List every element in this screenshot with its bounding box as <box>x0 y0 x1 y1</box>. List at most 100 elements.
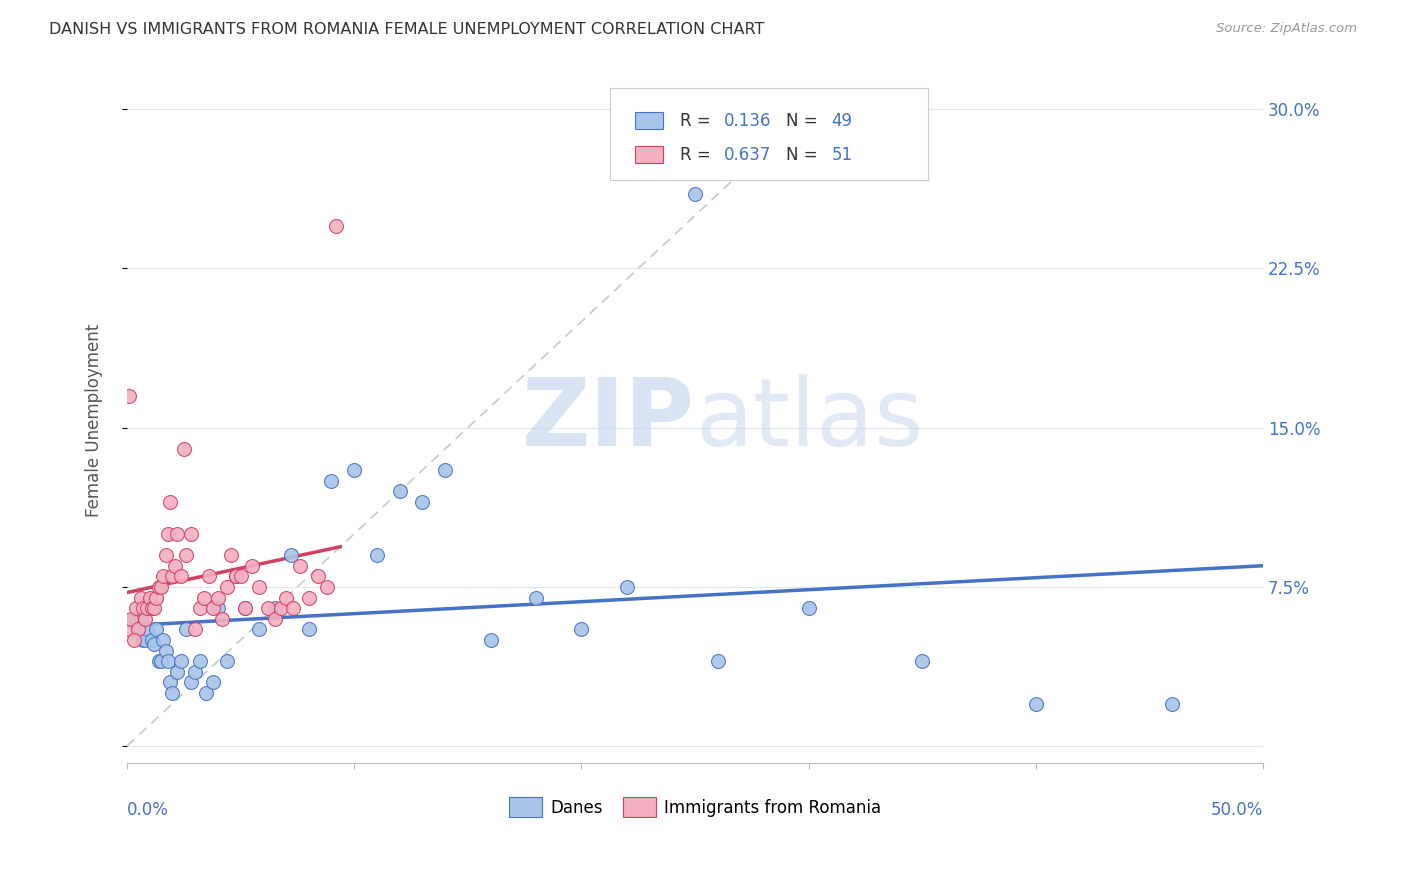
Point <box>215 580 238 594</box>
Point <box>145 623 167 637</box>
Text: 51: 51 <box>831 146 852 164</box>
Text: 50.0%: 50.0% <box>1211 801 1263 820</box>
Text: N =: N = <box>786 112 823 129</box>
Point <box>156 526 179 541</box>
Text: ZIP: ZIP <box>522 375 695 467</box>
Point <box>298 591 321 605</box>
Y-axis label: Female Unemployment: Female Unemployment <box>86 324 103 516</box>
Point <box>202 601 225 615</box>
Point <box>132 601 155 615</box>
Point <box>127 623 149 637</box>
Point <box>225 569 247 583</box>
Point <box>143 637 166 651</box>
Text: atlas: atlas <box>695 375 924 467</box>
Point <box>155 548 177 562</box>
Point <box>152 569 174 583</box>
Text: 49: 49 <box>831 112 852 129</box>
Point <box>366 548 388 562</box>
Point <box>1025 697 1047 711</box>
Point <box>159 675 181 690</box>
Text: N =: N = <box>786 146 823 164</box>
Point <box>163 558 186 573</box>
Point <box>188 654 211 668</box>
Point <box>221 548 243 562</box>
FancyBboxPatch shape <box>636 146 664 163</box>
Text: R =: R = <box>681 146 716 164</box>
Point <box>136 623 159 637</box>
Point <box>233 601 256 615</box>
Point <box>141 632 163 647</box>
Point <box>211 612 233 626</box>
Point <box>122 612 145 626</box>
Point <box>233 601 256 615</box>
Point <box>298 623 321 637</box>
Point <box>188 601 211 615</box>
Point <box>270 601 292 615</box>
Text: 0.136: 0.136 <box>724 112 770 129</box>
Point <box>136 601 159 615</box>
Point <box>207 591 229 605</box>
Point <box>197 569 219 583</box>
Point <box>256 601 278 615</box>
Point <box>138 591 160 605</box>
Point <box>174 623 197 637</box>
Point <box>616 580 638 594</box>
Point <box>571 623 593 637</box>
Text: DANISH VS IMMIGRANTS FROM ROMANIA FEMALE UNEMPLOYMENT CORRELATION CHART: DANISH VS IMMIGRANTS FROM ROMANIA FEMALE… <box>49 22 765 37</box>
Text: R =: R = <box>681 112 716 129</box>
Text: 0.637: 0.637 <box>724 146 770 164</box>
Point <box>180 526 202 541</box>
Point <box>162 569 184 583</box>
Point <box>343 463 366 477</box>
Point <box>120 612 142 626</box>
Point <box>193 591 215 605</box>
Point <box>134 612 156 626</box>
Point <box>1161 697 1184 711</box>
Point <box>148 654 170 668</box>
Point <box>125 601 148 615</box>
Point <box>156 654 179 668</box>
Point <box>388 484 411 499</box>
Point <box>184 623 207 637</box>
Point <box>683 187 706 202</box>
Point <box>479 632 502 647</box>
Point <box>207 601 229 615</box>
Point <box>195 686 218 700</box>
FancyBboxPatch shape <box>610 87 928 180</box>
Point <box>122 632 145 647</box>
Point <box>280 548 302 562</box>
Point <box>225 569 247 583</box>
Point <box>152 632 174 647</box>
Point <box>321 474 343 488</box>
Point <box>184 665 207 679</box>
Point <box>263 612 285 626</box>
Point <box>166 526 188 541</box>
Point <box>325 219 347 233</box>
Point <box>307 569 329 583</box>
Point <box>174 548 197 562</box>
Point <box>127 623 149 637</box>
Point <box>316 580 339 594</box>
Point <box>129 591 152 605</box>
Point <box>797 601 820 615</box>
Point <box>202 675 225 690</box>
Point <box>115 623 138 637</box>
Point <box>148 580 170 594</box>
Point <box>145 591 167 605</box>
Point <box>141 601 163 615</box>
Point <box>170 654 193 668</box>
Text: 0.0%: 0.0% <box>127 801 169 820</box>
Point <box>129 612 152 626</box>
FancyBboxPatch shape <box>636 112 664 128</box>
Point <box>143 601 166 615</box>
Point <box>118 389 141 403</box>
Point <box>162 686 184 700</box>
Point <box>288 558 311 573</box>
Point <box>247 623 270 637</box>
Point <box>150 654 173 668</box>
Point <box>134 632 156 647</box>
Point <box>274 591 297 605</box>
Point <box>132 632 155 647</box>
Point <box>707 654 730 668</box>
Point <box>180 675 202 690</box>
